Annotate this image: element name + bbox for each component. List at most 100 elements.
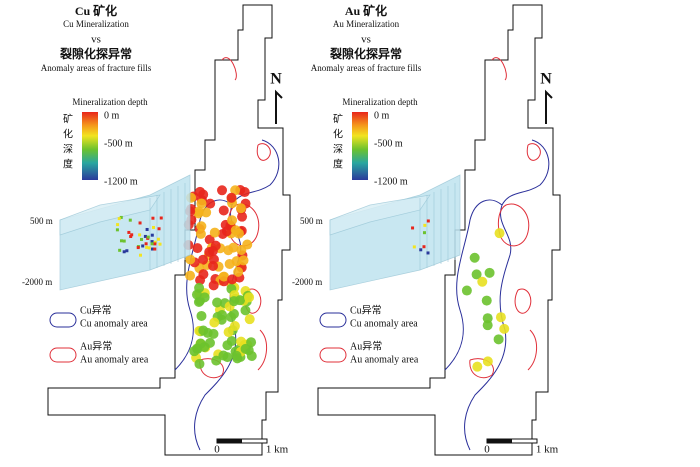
colorbar-label: -500 m xyxy=(374,138,403,149)
mineralization-dot xyxy=(477,276,488,287)
block-ore xyxy=(145,245,149,249)
mineralization-dot xyxy=(185,254,196,265)
mineralization-dot xyxy=(192,243,203,254)
colorbar xyxy=(352,112,368,180)
title-cn: Cu 矿化 xyxy=(75,3,117,18)
mineralization-dot xyxy=(499,323,510,334)
block-ore xyxy=(122,250,126,254)
mineralization-dot xyxy=(482,313,493,324)
block-ore xyxy=(116,223,120,227)
block-ore xyxy=(140,237,144,241)
legend-cn: Au异常 xyxy=(80,339,112,352)
block-ore xyxy=(153,240,157,244)
mineralization-dot xyxy=(235,295,246,306)
block-ore xyxy=(129,234,133,238)
mineralization-dot xyxy=(212,297,223,308)
mineralization-dot xyxy=(244,314,255,325)
subtitle-cn: 裂隙化探异常 xyxy=(59,46,132,61)
subtitle-cn: 裂隙化探异常 xyxy=(329,46,402,61)
mineralization-dot xyxy=(217,185,228,196)
mineralization-dot xyxy=(237,211,248,222)
block-ore xyxy=(422,245,426,249)
legend-swatch-cu xyxy=(49,312,77,328)
mineralization-dot xyxy=(229,321,240,332)
mineralization-dot xyxy=(223,245,234,256)
mineralization-dot xyxy=(493,334,504,345)
block-ore xyxy=(412,245,416,249)
block-ore xyxy=(136,246,140,250)
block-ore xyxy=(157,227,161,231)
block-ore xyxy=(119,215,123,219)
block-ore xyxy=(411,226,415,230)
block-ore xyxy=(423,223,427,227)
mineralization-dot xyxy=(246,337,257,348)
block-ore xyxy=(419,248,423,252)
block-3d xyxy=(329,174,461,291)
mineralization-dot xyxy=(494,228,505,239)
mineralization-dot xyxy=(208,260,219,271)
title-cn: Au 矿化 xyxy=(345,3,387,18)
block-label: -2000 m xyxy=(292,277,322,287)
colorbar-label: 0 m xyxy=(104,110,120,121)
mineralization-dot xyxy=(240,305,251,316)
colorbar xyxy=(82,112,98,180)
mineralization-dot xyxy=(233,228,244,239)
mineralization-dot xyxy=(201,207,212,218)
block-3d xyxy=(59,174,191,291)
mineralization-dot xyxy=(211,355,222,366)
mineralization-dot xyxy=(226,312,237,323)
mineralization-dot xyxy=(481,295,492,306)
colorbar-label: -1200 m xyxy=(104,176,138,187)
block-ore xyxy=(117,217,121,221)
colorbar-side-label: 化 xyxy=(63,127,73,140)
mineralization-dot xyxy=(240,343,251,354)
colorbar-label: -1200 m xyxy=(374,176,408,187)
mineralization-dot xyxy=(236,244,247,255)
block-label: 500 m xyxy=(30,216,53,226)
cu-anomaly xyxy=(444,139,550,451)
mineralization-dot xyxy=(244,292,255,303)
block-label: 500 m xyxy=(300,216,323,226)
mineralization-dot xyxy=(236,336,247,347)
block-ore xyxy=(141,244,145,248)
block-ore xyxy=(147,246,151,250)
legend-en: Au anomaly area xyxy=(350,354,419,365)
block-ore xyxy=(150,233,154,237)
legend-en: Au anomaly area xyxy=(80,354,149,365)
block-ore xyxy=(426,251,430,255)
legend-swatch-au xyxy=(319,347,347,363)
legend-cn: Cu异常 xyxy=(80,303,112,316)
legend-en: Cu anomaly area xyxy=(350,318,418,329)
mineralization-dot xyxy=(198,269,209,280)
block-ore xyxy=(426,219,430,223)
mineralization-dot xyxy=(193,296,204,307)
block-ore xyxy=(138,221,142,225)
au-anomaly xyxy=(469,57,541,379)
colorbar-title: Mineralization depth xyxy=(72,97,148,107)
legend-en: Cu anomaly area xyxy=(80,318,148,329)
mineralization-dot xyxy=(209,227,220,238)
mineralization-dot xyxy=(227,274,238,285)
mineralization-dot xyxy=(193,206,204,217)
legend-cn: Cu异常 xyxy=(350,303,382,316)
mineralization-dot xyxy=(205,198,216,209)
north-arrow xyxy=(545,89,553,124)
mineralization-dot xyxy=(495,312,506,323)
mineralization-dot xyxy=(484,267,495,278)
mineralization-dot xyxy=(218,271,229,282)
block-ore xyxy=(150,240,154,244)
block-ore xyxy=(143,234,147,238)
title-en: Au Mineralization xyxy=(333,19,400,29)
block-ore xyxy=(118,248,122,252)
mineralization-dot xyxy=(204,246,215,257)
mineralization-dot xyxy=(482,356,493,367)
mineralization-dot xyxy=(196,198,207,209)
block-ore xyxy=(150,242,154,246)
subtitle-en: Anomaly areas of fracture fills xyxy=(311,63,422,73)
vs: vs xyxy=(91,34,101,46)
block-ore xyxy=(145,227,149,231)
legend-swatch-cu xyxy=(319,312,347,328)
